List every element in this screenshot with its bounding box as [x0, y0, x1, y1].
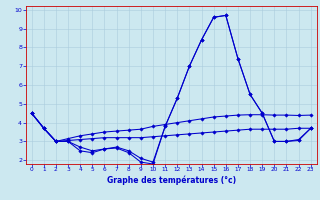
X-axis label: Graphe des températures (°c): Graphe des températures (°c) — [107, 175, 236, 185]
